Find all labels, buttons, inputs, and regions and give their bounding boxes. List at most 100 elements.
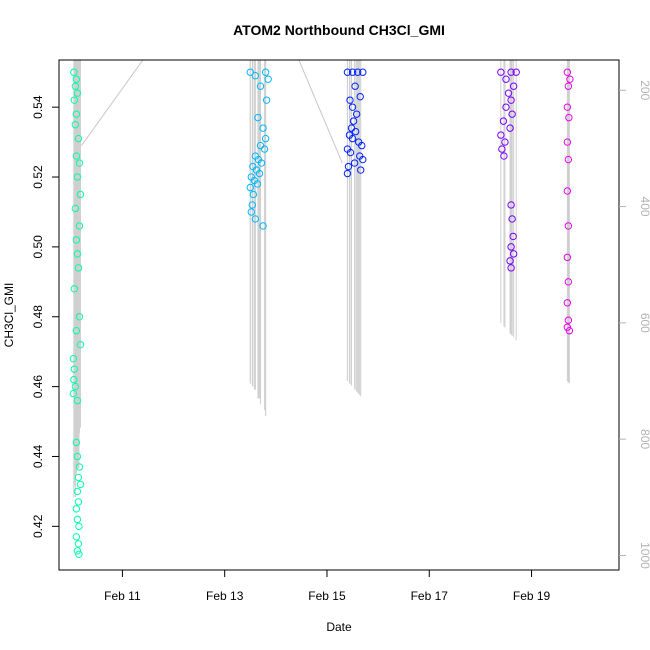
y-tick-label: 0.52 xyxy=(31,165,45,189)
data-point xyxy=(71,204,80,213)
data-point xyxy=(351,127,360,136)
data-point xyxy=(75,159,84,167)
data-point xyxy=(73,452,82,461)
data-point xyxy=(255,169,264,178)
data-point xyxy=(75,550,83,558)
y-axis: 0.42 0.44 0.46 0.48 0.50 0.52 0.54 xyxy=(31,95,59,538)
data-point xyxy=(73,173,82,181)
data-point xyxy=(497,68,505,76)
data-point xyxy=(70,365,79,373)
x-tick-label: Feb 15 xyxy=(308,589,346,603)
data-point xyxy=(261,134,270,143)
data-point xyxy=(563,68,572,76)
data-point xyxy=(508,110,516,118)
data-point xyxy=(507,243,515,251)
data-point xyxy=(76,480,85,489)
data-point xyxy=(507,264,515,272)
data-point xyxy=(353,68,362,76)
data-point xyxy=(564,278,573,286)
data-point xyxy=(70,375,78,384)
data-point xyxy=(259,222,267,230)
data-point xyxy=(500,152,508,160)
data-point xyxy=(497,131,505,139)
data-point xyxy=(247,208,255,216)
y-tick-label: 0.42 xyxy=(31,514,45,538)
data-point xyxy=(251,72,260,80)
track-line-layer xyxy=(81,59,343,164)
data-point xyxy=(359,155,367,164)
data-point xyxy=(74,264,83,272)
data-point xyxy=(75,463,84,471)
data-point xyxy=(71,82,80,90)
data-point xyxy=(564,155,573,164)
data-point xyxy=(72,505,81,513)
data-point xyxy=(260,145,269,153)
data-point xyxy=(509,232,517,241)
data-point xyxy=(343,169,352,178)
data-point xyxy=(348,68,357,76)
data-point xyxy=(262,96,271,104)
data-point xyxy=(253,180,262,188)
chart-title: ATOM2 Northbound CH3Cl_GMI xyxy=(233,22,445,38)
track-line xyxy=(81,59,343,164)
data-point xyxy=(507,68,515,76)
data-point xyxy=(508,215,516,223)
data-point xyxy=(248,201,257,209)
x-axis-label: Date xyxy=(326,620,352,634)
data-point xyxy=(346,148,355,157)
data-point xyxy=(256,82,265,90)
data-point xyxy=(344,162,353,171)
data-point xyxy=(502,75,510,83)
data-point xyxy=(348,134,357,143)
data-point xyxy=(352,110,361,118)
data-point xyxy=(564,222,573,230)
data-point xyxy=(565,113,573,122)
y-tick-label: 0.48 xyxy=(31,305,45,329)
right-tick-label: 600 xyxy=(638,313,650,333)
data-point xyxy=(251,215,260,223)
data-point xyxy=(75,222,84,230)
data-point xyxy=(254,113,262,122)
data-point xyxy=(261,68,270,76)
data-point xyxy=(69,389,78,398)
data-point xyxy=(70,68,78,76)
x-tick-label: Feb 13 xyxy=(206,589,244,603)
data-point xyxy=(348,103,357,111)
data-point xyxy=(512,68,520,76)
data-point xyxy=(509,82,518,90)
data-point xyxy=(563,187,572,195)
points-layer xyxy=(69,68,574,558)
y-tick-label: 0.54 xyxy=(31,95,45,119)
data-point xyxy=(69,354,78,363)
data-point xyxy=(498,145,506,153)
data-point xyxy=(356,92,364,101)
data-point xyxy=(72,438,81,447)
right-tick-label: 800 xyxy=(638,429,650,449)
data-point xyxy=(74,473,83,482)
data-point xyxy=(75,313,84,321)
data-point xyxy=(73,515,82,524)
y-tick-label: 0.46 xyxy=(31,375,45,399)
data-point xyxy=(75,522,83,531)
data-point xyxy=(72,110,81,118)
data-point xyxy=(259,124,267,132)
data-point xyxy=(74,134,83,143)
right-axis: 200 400 600 800 1000 xyxy=(619,80,650,569)
right-tick-label: 200 xyxy=(638,80,650,100)
data-point xyxy=(249,190,258,199)
data-point xyxy=(72,75,81,83)
x-tick-label: Feb 19 xyxy=(513,589,551,603)
data-point xyxy=(76,340,85,349)
data-point xyxy=(563,103,572,111)
data-point xyxy=(564,82,573,90)
data-point xyxy=(76,190,85,199)
y-axis-label: CH3Cl_GMI xyxy=(2,283,16,348)
data-point xyxy=(509,250,518,258)
data-point xyxy=(264,75,272,83)
right-tick-label: 400 xyxy=(638,197,650,217)
data-point xyxy=(351,82,359,90)
data-point xyxy=(72,327,81,335)
right-tick-label: 1000 xyxy=(638,542,650,569)
data-point xyxy=(74,540,83,548)
